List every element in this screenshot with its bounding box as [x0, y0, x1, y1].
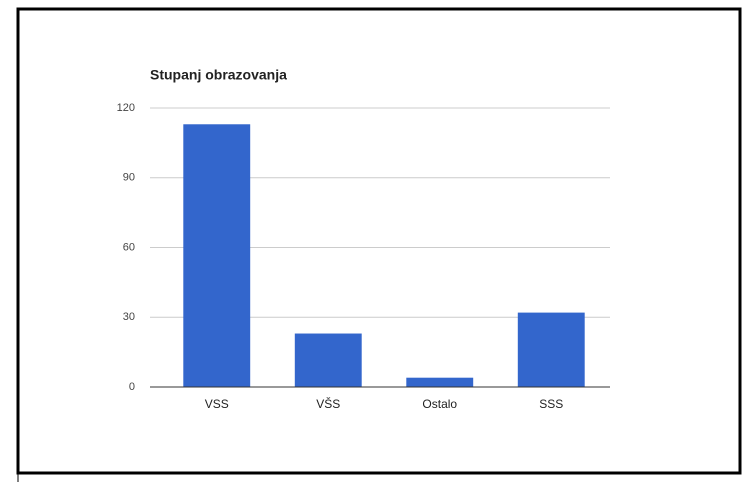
x-tick-label: VŠS: [316, 396, 340, 411]
y-tick-label: 30: [123, 311, 135, 323]
frame: [16, 7, 742, 475]
x-tick-label: Ostalo: [422, 397, 457, 411]
bar: [406, 377, 474, 387]
bar: [294, 333, 362, 387]
bar: [517, 312, 585, 387]
x-tick-label: VSS: [205, 397, 229, 411]
chart-title: Stupanj obrazovanja: [150, 67, 287, 83]
y-tick-label: 60: [123, 241, 135, 253]
y-tick-label: 90: [123, 172, 135, 184]
bar: [183, 124, 251, 388]
x-tick-label: SSS: [539, 397, 563, 411]
y-tick-label: 0: [129, 381, 135, 393]
y-tick-label: 120: [117, 102, 135, 114]
